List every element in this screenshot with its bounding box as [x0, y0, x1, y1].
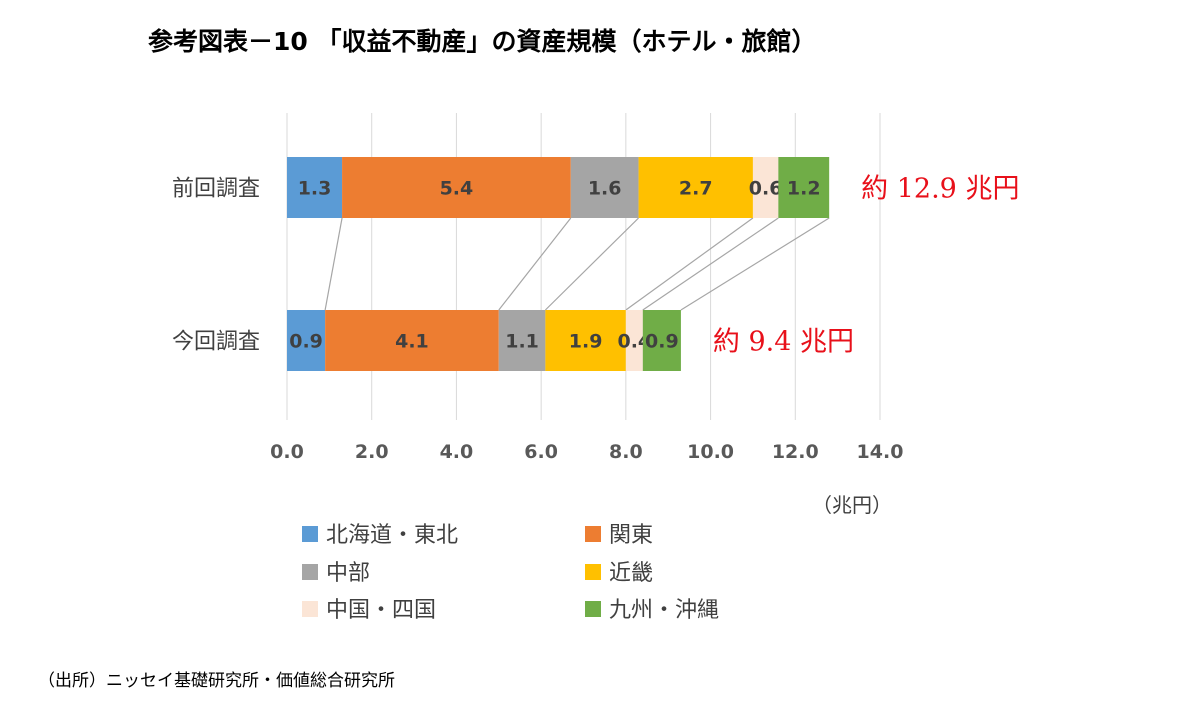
data-label: 1.1 — [505, 331, 539, 353]
series-line — [544, 217, 639, 311]
data-label: 4.1 — [395, 331, 429, 353]
category-label: 前回調査 — [172, 177, 260, 202]
bar-segment — [625, 310, 643, 371]
series-line — [642, 217, 779, 311]
bar-segment — [545, 310, 626, 371]
data-label: 0.4 — [617, 331, 651, 353]
legend-entry: 九州・沖縄 — [609, 598, 719, 623]
legend-swatch — [302, 601, 318, 617]
legend-entry: 中部 — [326, 561, 370, 586]
legend-entry: 北海道・東北 — [326, 523, 458, 548]
bar-segment — [287, 310, 326, 371]
legend-swatch — [585, 526, 601, 542]
legend-entry: 近畿 — [609, 561, 653, 586]
bar-segment — [642, 310, 681, 371]
category-label: 今回調査 — [172, 330, 260, 355]
data-label: 0.9 — [289, 331, 323, 353]
bar-segment — [342, 157, 571, 218]
data-label: 2.7 — [679, 178, 713, 200]
series-lines — [324, 217, 830, 311]
x-tick-label: 2.0 — [355, 441, 389, 463]
source-note: （出所）ニッセイ基礎研究所・価値総合研究所 — [38, 671, 395, 691]
series-line — [498, 217, 572, 311]
bar-segment — [325, 310, 499, 371]
series-line — [625, 217, 754, 311]
total-label: 約 9.4 兆円 — [713, 327, 854, 358]
legend-entry: 中国・四国 — [326, 598, 436, 623]
x-tick-label: 4.0 — [440, 441, 474, 463]
bar-segment — [498, 310, 546, 371]
x-tick-label: 12.0 — [772, 441, 819, 463]
x-axis-unit-label: （兆円） — [812, 493, 892, 517]
legend-entry: 関東 — [609, 523, 653, 548]
data-label: 1.9 — [569, 331, 603, 353]
series-line — [324, 217, 343, 311]
x-tick-label: 0.0 — [270, 441, 304, 463]
bar-segment — [778, 157, 830, 218]
bar-segment — [638, 157, 753, 218]
chart-title: 参考図表－10 「収益不動産」の資産規模（ホテル・旅館） — [148, 27, 817, 56]
x-axis: 0.0 2.0 4.0 6.0 8.0 10.0 12.0 14.0 — [270, 441, 903, 463]
x-tick-label: 10.0 — [687, 441, 734, 463]
bar-segment — [752, 157, 779, 218]
legend-swatch — [302, 526, 318, 542]
bar-segment — [287, 157, 343, 218]
data-label: 0.9 — [645, 331, 679, 353]
data-label: 0.6 — [749, 178, 783, 200]
legend-swatch — [302, 564, 318, 580]
x-tick-label: 14.0 — [857, 441, 904, 463]
bars: 1.3 5.4 1.6 2.7 0.6 1.20.9 4.1 1.1 1.9 0.40.9 — [287, 157, 830, 371]
data-label: 5.4 — [440, 178, 474, 200]
data-label: 1.3 — [298, 178, 332, 200]
data-label: 1.6 — [588, 178, 622, 200]
x-tick-label: 6.0 — [524, 441, 558, 463]
legend-swatch — [585, 564, 601, 580]
legend-swatch — [585, 601, 601, 617]
x-tick-label: 8.0 — [609, 441, 643, 463]
series-line — [680, 217, 830, 311]
total-label: 約 12.9 兆円 — [861, 174, 1019, 205]
bar-segment — [570, 157, 639, 218]
total-labels: 約 12.9 兆円約 9.4 兆円 — [713, 174, 1020, 358]
data-label: 1.2 — [787, 178, 821, 200]
